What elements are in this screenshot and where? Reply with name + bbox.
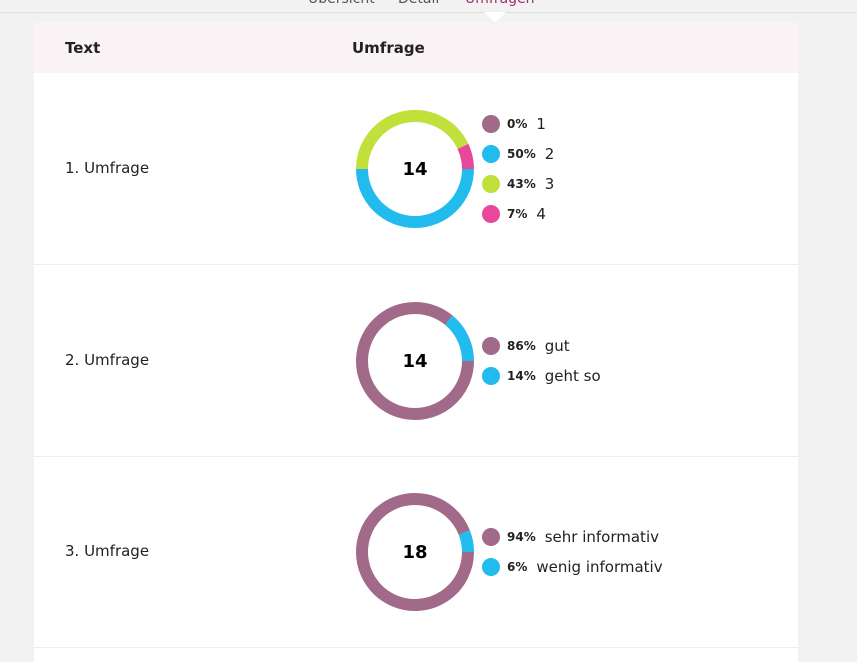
donut-segment (356, 110, 469, 170)
legend-dot (482, 205, 500, 223)
legend-percent: 7% (507, 207, 528, 221)
legend-item: 43% 3 (482, 169, 554, 199)
tab-indicator (484, 12, 506, 23)
donut-segment (356, 168, 474, 228)
legend-label: gut (544, 337, 570, 355)
legend-label: 4 (536, 205, 546, 223)
donut-segment (457, 143, 474, 170)
legend-label: 1 (536, 115, 546, 133)
legend-item: 94% sehr informativ (482, 522, 663, 552)
donut-total: 18 (402, 542, 427, 563)
legend-dot (482, 145, 500, 163)
legend: 94% sehr informativ 6% wenig informativ (482, 522, 663, 582)
donut-total: 14 (402, 351, 427, 372)
legend-item: 50% 2 (482, 139, 554, 169)
donut-segment (458, 530, 474, 553)
legend-percent: 43% (507, 177, 536, 191)
legend-dot (482, 528, 500, 546)
legend-label: wenig informativ (536, 558, 663, 576)
donut-chart: 14 (356, 110, 474, 228)
header-cell: Umfrage (352, 39, 425, 57)
table-row: 1. Umfrage 14 0% 1 50% 2 43% 3 7% 4 (34, 73, 798, 265)
legend-percent: 86% (507, 339, 536, 353)
row-label: 3. Umfrage (65, 542, 150, 560)
legend: 0% 1 50% 2 43% 3 7% 4 (482, 109, 554, 229)
donut-segment (444, 315, 474, 362)
legend-dot (482, 115, 500, 133)
legend-percent: 94% (507, 530, 536, 544)
donut-chart: 14 (356, 302, 474, 420)
tab[interactable]: Übersicht (308, 0, 375, 7)
donut-segment (356, 493, 474, 611)
tab[interactable]: Umfragen (465, 0, 535, 7)
donut-chart: 18 (356, 493, 474, 611)
row-label: 2. Umfrage (65, 351, 150, 369)
legend-dot (482, 367, 500, 385)
table-row: 3. Umfrage 18 94% sehr informativ 6% wenig in… (34, 456, 798, 648)
tab[interactable]: Detail (398, 0, 439, 7)
donut-segment (356, 302, 474, 420)
header-cell: Text (65, 39, 101, 57)
legend-item: 6% wenig informativ (482, 552, 663, 582)
table-row: 2. Umfrage 14 86% gut 14% geht so (34, 265, 798, 457)
legend: 86% gut 14% geht so (482, 331, 601, 391)
tabs: Übersicht Detail Umfragen (0, 0, 857, 15)
legend-label: geht so (544, 367, 601, 385)
legend-label: sehr informativ (544, 528, 659, 546)
legend-percent: 6% (507, 560, 528, 574)
legend-dot (482, 175, 500, 193)
table-header: Text Umfrage (34, 22, 798, 73)
legend-item: 7% 4 (482, 199, 554, 229)
legend-label: 3 (544, 175, 555, 193)
row-label: 1. Umfrage (65, 159, 150, 177)
panel: Text Umfrage 1. Umfrage 14 0% 1 50% 2 43% 3 7% 4 2… (34, 22, 798, 662)
donut-total: 14 (402, 159, 427, 180)
legend-item: 14% geht so (482, 361, 601, 391)
legend-item: 0% 1 (482, 109, 554, 139)
legend-item: 86% gut (482, 331, 601, 361)
legend-percent: 14% (507, 369, 536, 383)
divider (0, 12, 857, 13)
legend-dot (482, 558, 500, 576)
legend-dot (482, 337, 500, 355)
legend-label: 2 (544, 145, 555, 163)
legend-percent: 50% (507, 147, 536, 161)
legend-percent: 0% (507, 117, 528, 131)
